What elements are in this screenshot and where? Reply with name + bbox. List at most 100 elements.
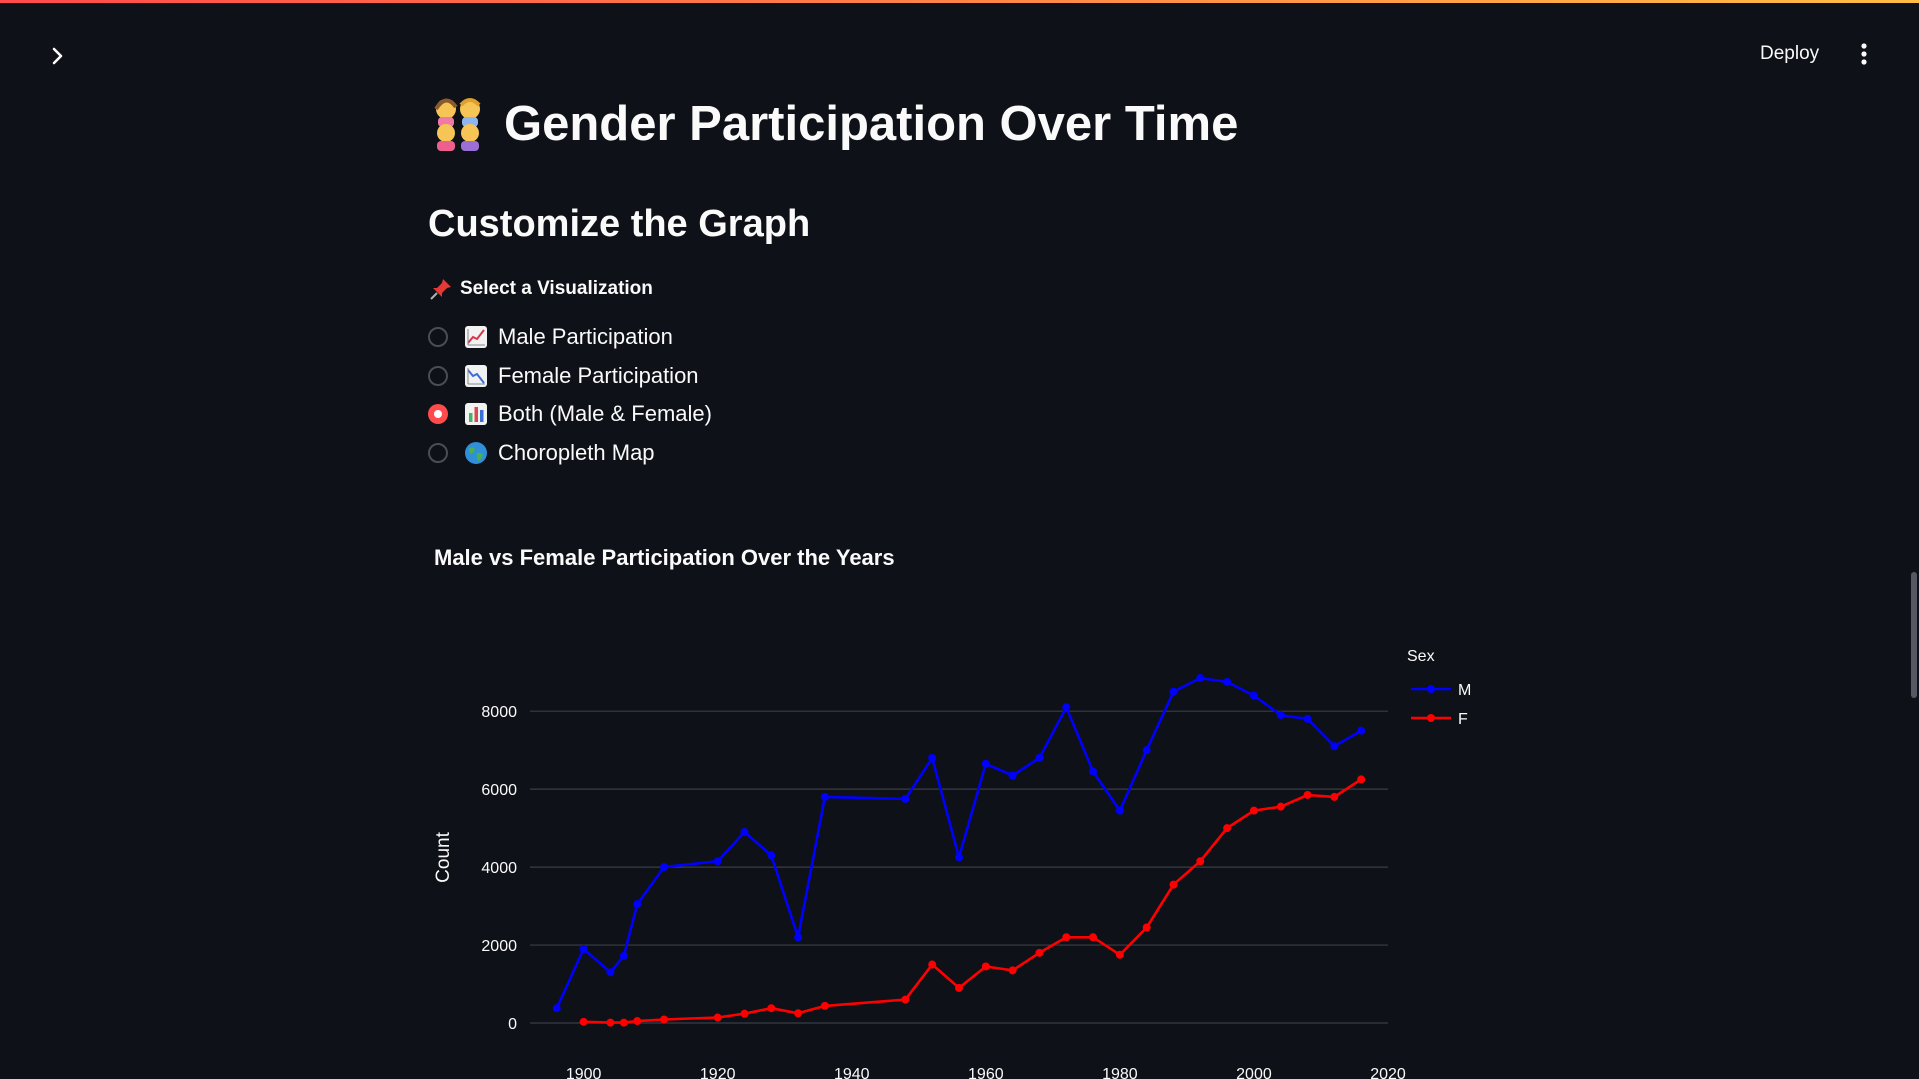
- y-tick-label: 6000: [481, 782, 517, 799]
- data-point-f[interactable]: [633, 1017, 642, 1026]
- x-tick-label: 1940: [834, 1066, 870, 1079]
- data-point-f[interactable]: [901, 995, 910, 1004]
- data-point-m[interactable]: [1169, 687, 1178, 696]
- data-point-m[interactable]: [1330, 742, 1339, 751]
- data-point-f[interactable]: [740, 1009, 749, 1018]
- radio-button[interactable]: [428, 365, 448, 386]
- data-point-m[interactable]: [1008, 771, 1017, 780]
- data-point-f[interactable]: [1223, 824, 1232, 833]
- radio-option-both[interactable]: Both (Male & Female): [428, 395, 712, 434]
- data-point-m[interactable]: [955, 853, 963, 862]
- data-point-m[interactable]: [552, 1004, 561, 1013]
- data-point-m[interactable]: [820, 792, 829, 801]
- y-tick-label: 8000: [481, 704, 517, 721]
- data-point-m[interactable]: [1357, 726, 1366, 735]
- data-point-m[interactable]: [660, 863, 669, 872]
- globe-icon: [465, 441, 487, 464]
- data-point-f[interactable]: [660, 1015, 669, 1024]
- data-point-f[interactable]: [713, 1013, 722, 1022]
- radio-option-label: Choropleth Map: [498, 439, 655, 465]
- family-icon: [430, 95, 488, 153]
- data-point-f[interactable]: [981, 962, 990, 971]
- radio-option-female[interactable]: Female Participation: [428, 357, 712, 396]
- data-point-m[interactable]: [794, 933, 803, 942]
- legend-item-f[interactable]: F: [1458, 711, 1468, 728]
- data-point-f[interactable]: [1035, 948, 1044, 957]
- data-point-f[interactable]: [1196, 857, 1205, 866]
- data-point-m[interactable]: [1303, 714, 1312, 723]
- data-point-m[interactable]: [619, 951, 628, 960]
- data-point-f[interactable]: [619, 1018, 628, 1027]
- data-point-f[interactable]: [1062, 933, 1071, 942]
- data-point-f[interactable]: [1008, 966, 1017, 975]
- data-point-m[interactable]: [1196, 674, 1205, 683]
- data-point-f[interactable]: [1142, 923, 1151, 932]
- x-tick-label: 1980: [1102, 1066, 1138, 1079]
- page-title-text: Gender Participation Over Time: [504, 97, 1239, 151]
- data-point-m[interactable]: [1035, 753, 1044, 762]
- page-title: Gender Participation Over Time: [430, 92, 1238, 156]
- data-point-m[interactable]: [1276, 711, 1285, 720]
- data-point-f[interactable]: [579, 1017, 588, 1026]
- data-point-f[interactable]: [1249, 806, 1258, 815]
- data-point-m[interactable]: [981, 759, 990, 768]
- y-axis-label: Count: [433, 831, 454, 882]
- expand-sidebar-button[interactable]: [46, 44, 70, 68]
- x-tick-label: 2020: [1370, 1066, 1406, 1079]
- data-point-f[interactable]: [1276, 802, 1285, 811]
- data-point-f[interactable]: [767, 1004, 776, 1013]
- data-point-m[interactable]: [740, 828, 749, 837]
- data-point-f[interactable]: [1303, 790, 1312, 799]
- radio-option-label: Male Participation: [498, 324, 673, 350]
- y-tick-label: 4000: [481, 860, 517, 877]
- series-line-m[interactable]: [555, 676, 1362, 1009]
- data-point-m[interactable]: [928, 753, 937, 762]
- data-point-f[interactable]: [820, 1001, 829, 1010]
- data-point-m[interactable]: [606, 968, 615, 977]
- radio-option-label: Both (Male & Female): [498, 401, 712, 427]
- legend-item-m[interactable]: M: [1458, 682, 1471, 699]
- data-point-m[interactable]: [901, 794, 910, 803]
- legend-swatch-marker: [1427, 685, 1435, 693]
- data-point-m[interactable]: [713, 857, 722, 866]
- chart-title: Male vs Female Participation Over the Ye…: [434, 545, 895, 570]
- data-point-f[interactable]: [928, 960, 937, 969]
- radio-option-male[interactable]: Male Participation: [428, 318, 712, 357]
- data-point-m[interactable]: [1062, 703, 1071, 712]
- x-tick-label: 1960: [968, 1066, 1004, 1079]
- data-point-m[interactable]: [633, 900, 642, 909]
- chevron-right-icon: [52, 47, 63, 65]
- visualization-selector-label-text: Select a Visualization: [460, 278, 653, 299]
- data-point-m[interactable]: [579, 944, 588, 953]
- data-point-f[interactable]: [1169, 880, 1178, 889]
- y-tick-label: 0: [508, 1016, 517, 1033]
- radio-button[interactable]: [428, 442, 448, 463]
- radio-button-selected[interactable]: [428, 404, 448, 425]
- data-point-f[interactable]: [1357, 775, 1366, 784]
- visualization-radio-group: Male Participation Female Participation …: [428, 318, 712, 472]
- y-tick-label: 2000: [481, 938, 517, 955]
- vertical-dots-icon: [1861, 43, 1867, 65]
- main-menu-button[interactable]: [1852, 40, 1876, 68]
- radio-option-choropleth[interactable]: Choropleth Map: [428, 434, 712, 473]
- line-chart[interactable]: 0 2000 4000 6000 8000 1900 1920 1940 1960 1980 200…: [420, 640, 1500, 1079]
- chart-increasing-icon: [465, 326, 487, 349]
- data-point-f[interactable]: [794, 1009, 803, 1018]
- series-line-f[interactable]: [583, 778, 1362, 1024]
- section-subtitle: Customize the Graph: [428, 203, 811, 245]
- deploy-button[interactable]: Deploy: [1760, 43, 1820, 64]
- data-point-m[interactable]: [1142, 746, 1151, 755]
- data-point-f[interactable]: [1115, 950, 1124, 959]
- data-point-f[interactable]: [606, 1018, 615, 1027]
- x-tick-label: 1920: [700, 1066, 736, 1079]
- page-scrollbar[interactable]: [1911, 572, 1917, 698]
- data-point-m[interactable]: [1089, 767, 1098, 776]
- data-point-f[interactable]: [955, 983, 963, 992]
- data-point-m[interactable]: [1223, 677, 1232, 686]
- data-point-m[interactable]: [1115, 806, 1124, 815]
- data-point-m[interactable]: [1249, 691, 1258, 700]
- data-point-f[interactable]: [1089, 933, 1098, 942]
- data-point-m[interactable]: [767, 851, 776, 860]
- data-point-f[interactable]: [1330, 792, 1339, 801]
- radio-button[interactable]: [428, 327, 448, 348]
